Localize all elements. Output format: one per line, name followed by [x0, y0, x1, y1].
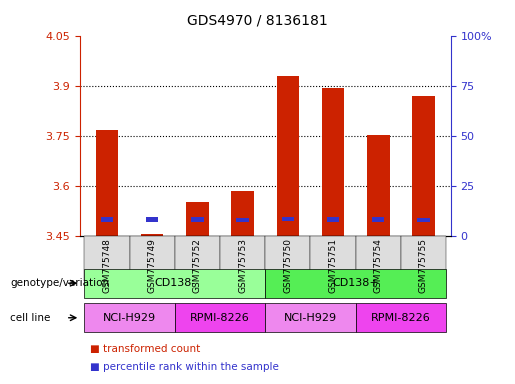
Text: NCI-H929: NCI-H929	[284, 313, 337, 323]
Text: genotype/variation: genotype/variation	[10, 278, 109, 288]
Bar	[327, 217, 339, 222]
Bar	[277, 76, 299, 236]
Bar	[236, 217, 249, 222]
Bar	[367, 135, 389, 236]
Bar	[412, 96, 435, 236]
Text: GSM775749: GSM775749	[148, 238, 157, 293]
Bar	[96, 130, 118, 236]
Text: NCI-H929: NCI-H929	[103, 313, 156, 323]
Bar	[141, 235, 163, 236]
Text: GSM775753: GSM775753	[238, 238, 247, 293]
Text: CD138-: CD138-	[154, 278, 196, 288]
Bar	[186, 202, 209, 236]
Text: GSM775751: GSM775751	[329, 238, 337, 293]
Bar	[282, 217, 294, 221]
Bar	[417, 217, 430, 222]
Bar	[191, 217, 203, 222]
Bar	[101, 217, 113, 222]
Text: GSM775750: GSM775750	[283, 238, 293, 293]
Text: ■ percentile rank within the sample: ■ percentile rank within the sample	[90, 362, 279, 372]
Text: GSM775752: GSM775752	[193, 238, 202, 293]
Bar	[231, 191, 254, 236]
Text: RPMI-8226: RPMI-8226	[190, 313, 250, 323]
Bar	[146, 217, 159, 222]
Text: GSM775748: GSM775748	[102, 238, 111, 293]
Text: CD138+: CD138+	[332, 278, 379, 288]
Text: GSM775755: GSM775755	[419, 238, 428, 293]
Text: ■ transformed count: ■ transformed count	[90, 344, 200, 354]
Text: GSM775754: GSM775754	[374, 238, 383, 293]
Text: GDS4970 / 8136181: GDS4970 / 8136181	[187, 13, 328, 27]
Bar	[372, 217, 385, 222]
Text: RPMI-8226: RPMI-8226	[371, 313, 431, 323]
Text: cell line: cell line	[10, 313, 50, 323]
Bar	[322, 88, 345, 236]
